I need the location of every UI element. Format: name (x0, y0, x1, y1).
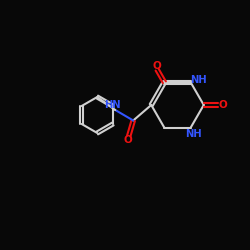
Text: O: O (153, 61, 162, 71)
Text: NH: NH (190, 75, 206, 85)
Text: O: O (124, 135, 133, 145)
Text: O: O (218, 100, 227, 110)
Text: HN: HN (104, 100, 121, 110)
Text: NH: NH (185, 129, 202, 139)
